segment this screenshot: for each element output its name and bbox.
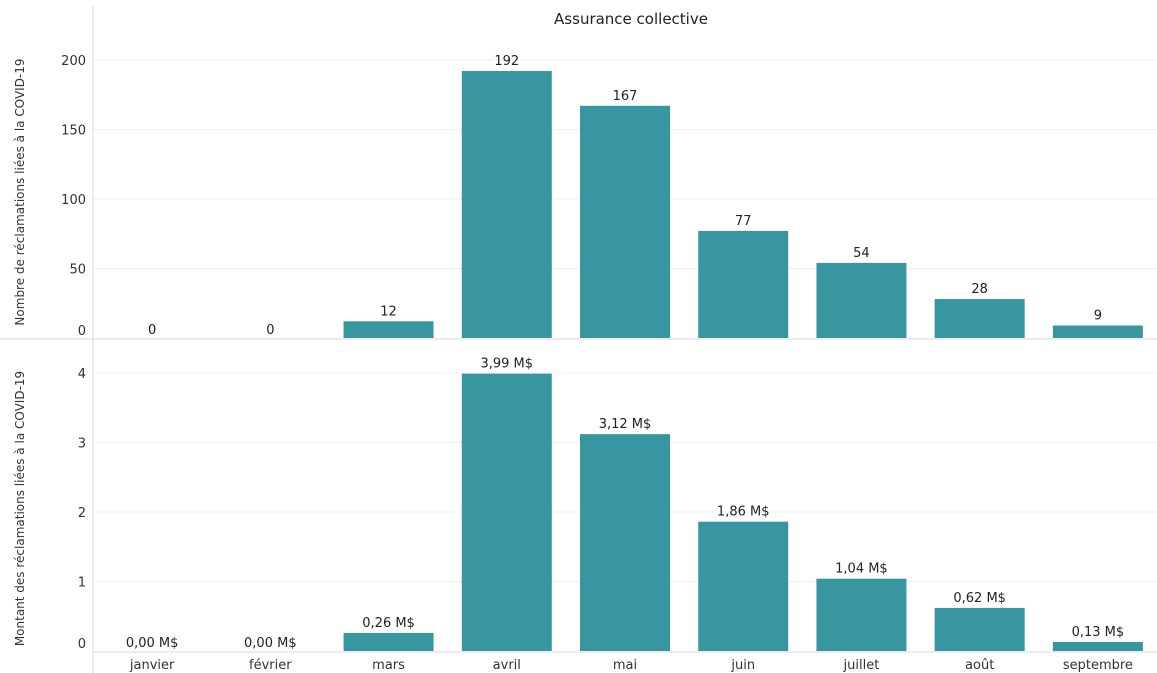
y-tick-label: 150: [61, 123, 86, 138]
panel-1: 0 50 100 150 200 Nombre de réclamations liées…: [13, 54, 1143, 339]
data-label: 167: [613, 89, 638, 104]
data-label: 0,26 M$: [362, 616, 415, 631]
data-label: 1,86 M$: [717, 505, 770, 520]
data-label: 0,13 M$: [1072, 625, 1125, 640]
bar-mars: [343, 632, 434, 651]
y-axis-label: Montant des réclamations liées à la COVI…: [13, 371, 27, 646]
y-tick-label: 0: [78, 324, 86, 339]
bar-mai: [580, 434, 670, 651]
bar-septembre: [1052, 325, 1143, 338]
x-category-label: février: [249, 658, 292, 673]
x-category-label: septembre: [1063, 658, 1133, 673]
bar-avril: [461, 373, 552, 651]
bar-août: [934, 607, 1025, 651]
y-tick-label: 200: [61, 54, 86, 69]
x-category-label: août: [965, 658, 994, 673]
bar-avril: [461, 71, 552, 339]
bar-juillet: [816, 262, 907, 338]
y-tick-label: 4: [78, 367, 86, 382]
bar-mars: [343, 321, 434, 338]
bar-septembre: [1052, 641, 1143, 651]
data-label: 3,99 M$: [480, 357, 533, 372]
data-label: 3,12 M$: [599, 417, 652, 432]
data-label: 0,62 M$: [953, 591, 1006, 606]
data-label: 0: [148, 323, 156, 338]
x-category-label: mars: [372, 658, 405, 673]
data-label: 54: [853, 246, 870, 261]
y-tick-label: 100: [61, 193, 86, 208]
y-tick-label: 50: [69, 262, 86, 277]
y-tick-label: 3: [78, 436, 86, 451]
y-tick-label: 1: [78, 575, 86, 590]
data-label: 28: [971, 282, 988, 297]
chart-title: Assurance collective: [554, 10, 708, 28]
data-label: 9: [1094, 308, 1102, 323]
x-category-label: juillet: [843, 658, 880, 673]
x-category-label: avril: [493, 658, 521, 673]
data-label: 77: [735, 214, 752, 229]
data-label: 0: [266, 323, 274, 338]
bar-mai: [580, 105, 670, 339]
panel-2: 0 1 2 3 4 Montant des réclamations liées à la…: [13, 357, 1143, 652]
y-tick-label: 2: [78, 506, 86, 521]
x-category-label: mai: [613, 658, 637, 673]
data-label: 1,04 M$: [835, 562, 888, 577]
bar-juillet: [816, 578, 907, 651]
bar-juin: [698, 230, 789, 338]
bar-juin: [698, 521, 789, 651]
bar-août: [934, 299, 1025, 338]
x-category-label: janvier: [129, 658, 175, 673]
data-label: 0,00 M$: [244, 636, 297, 651]
y-tick-label: 0: [78, 637, 86, 652]
data-label: 192: [494, 54, 519, 69]
y-axis-label: Nombre de réclamations liées à la COVID-…: [13, 58, 27, 325]
x-category-label: juin: [730, 658, 755, 673]
data-label: 0,00 M$: [126, 636, 179, 651]
data-label: 12: [380, 304, 397, 319]
category-labels: janvier février mars avril mai juin juillet aoû…: [129, 658, 1133, 673]
